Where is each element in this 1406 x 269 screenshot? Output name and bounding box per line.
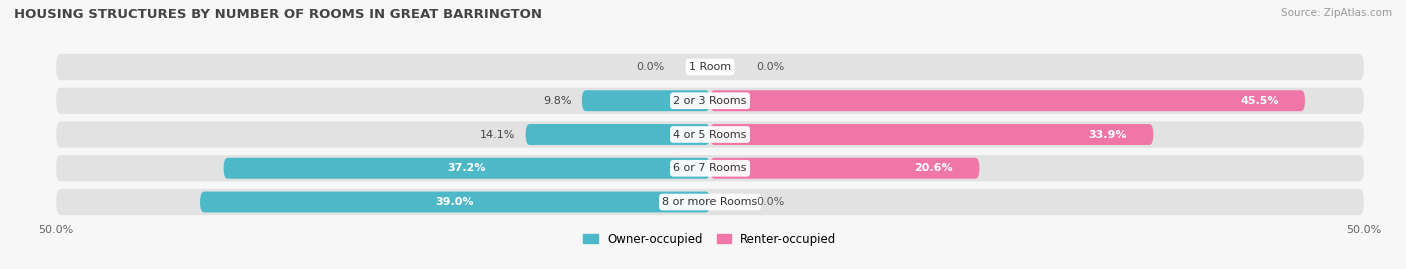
FancyBboxPatch shape — [710, 124, 1153, 145]
Text: 9.8%: 9.8% — [543, 96, 571, 106]
FancyBboxPatch shape — [200, 192, 710, 213]
FancyBboxPatch shape — [710, 90, 1305, 111]
FancyBboxPatch shape — [56, 189, 1364, 215]
Text: 39.0%: 39.0% — [436, 197, 474, 207]
Text: 20.6%: 20.6% — [915, 163, 953, 173]
FancyBboxPatch shape — [710, 158, 980, 179]
Text: 14.1%: 14.1% — [479, 129, 515, 140]
Text: 37.2%: 37.2% — [447, 163, 486, 173]
Text: 0.0%: 0.0% — [756, 62, 785, 72]
Text: 33.9%: 33.9% — [1088, 129, 1128, 140]
Text: 0.0%: 0.0% — [756, 197, 785, 207]
Text: 0.0%: 0.0% — [636, 62, 664, 72]
FancyBboxPatch shape — [56, 88, 1364, 114]
Text: 45.5%: 45.5% — [1240, 96, 1279, 106]
Text: 8 or more Rooms: 8 or more Rooms — [662, 197, 758, 207]
FancyBboxPatch shape — [526, 124, 710, 145]
Legend: Owner-occupied, Renter-occupied: Owner-occupied, Renter-occupied — [583, 233, 837, 246]
Text: 4 or 5 Rooms: 4 or 5 Rooms — [673, 129, 747, 140]
Text: 2 or 3 Rooms: 2 or 3 Rooms — [673, 96, 747, 106]
Text: 6 or 7 Rooms: 6 or 7 Rooms — [673, 163, 747, 173]
FancyBboxPatch shape — [56, 121, 1364, 148]
FancyBboxPatch shape — [56, 155, 1364, 181]
Text: HOUSING STRUCTURES BY NUMBER OF ROOMS IN GREAT BARRINGTON: HOUSING STRUCTURES BY NUMBER OF ROOMS IN… — [14, 8, 543, 21]
FancyBboxPatch shape — [56, 54, 1364, 80]
FancyBboxPatch shape — [582, 90, 710, 111]
FancyBboxPatch shape — [224, 158, 710, 179]
Text: Source: ZipAtlas.com: Source: ZipAtlas.com — [1281, 8, 1392, 18]
Text: 1 Room: 1 Room — [689, 62, 731, 72]
